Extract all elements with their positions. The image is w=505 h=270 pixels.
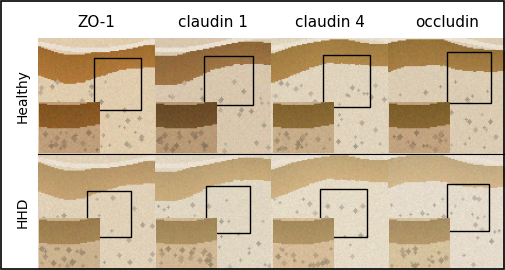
Text: claudin 1: claudin 1 [178,15,248,30]
Text: HHD: HHD [16,196,30,228]
Text: occludin: occludin [415,15,479,30]
Text: Healthy: Healthy [16,69,30,123]
Bar [87,191,131,238]
Bar [446,52,491,103]
Bar [206,186,250,233]
Text: claudin 4: claudin 4 [295,15,365,30]
Text: ZO-1: ZO-1 [77,15,115,30]
Bar [446,184,489,231]
Bar [94,58,140,110]
Bar [204,56,253,105]
Bar [323,55,370,107]
Bar [321,189,367,238]
